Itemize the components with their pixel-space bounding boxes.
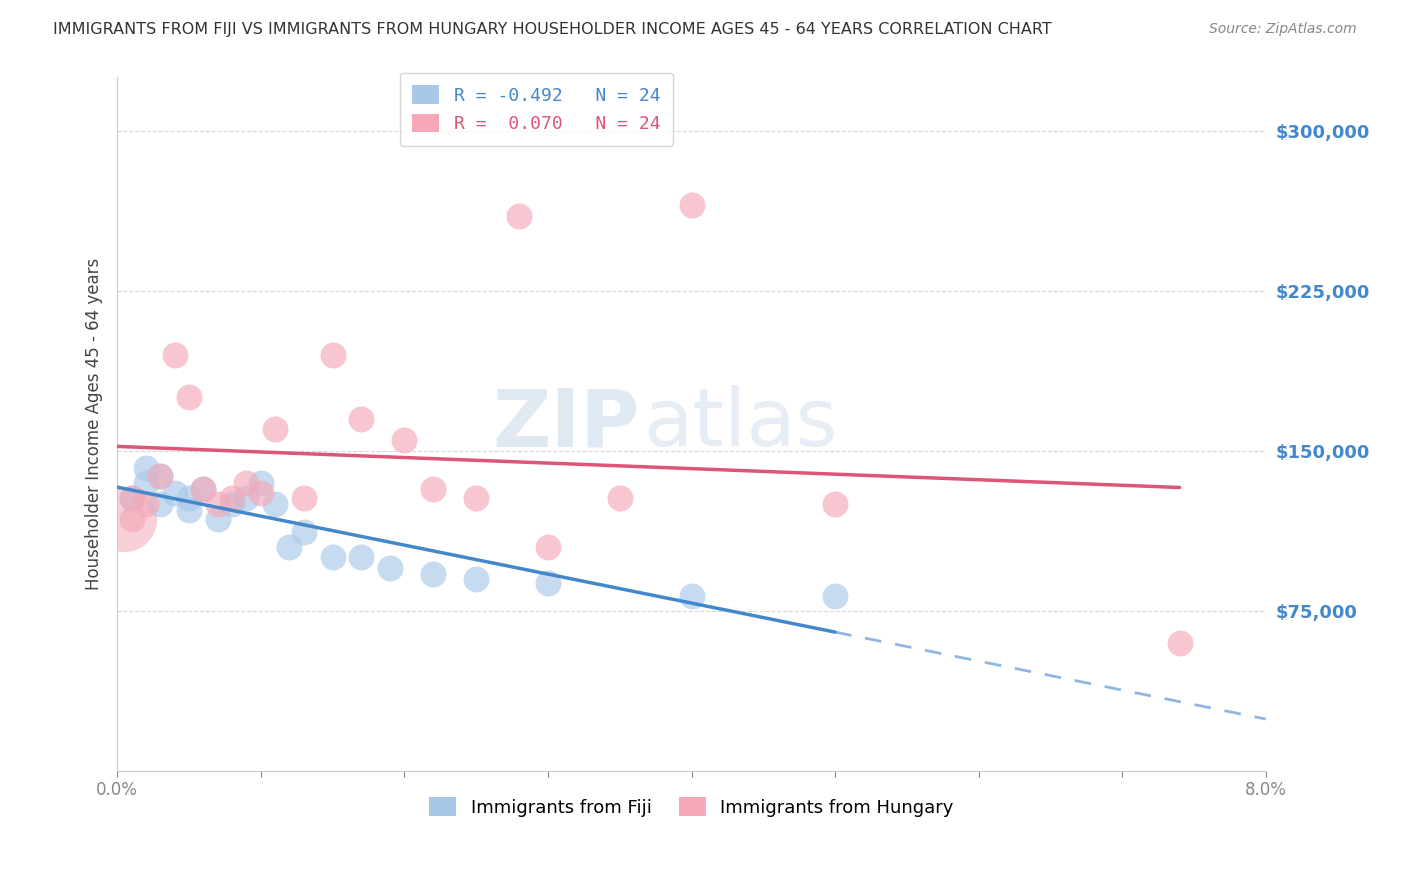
Point bbox=[350, 411, 373, 425]
Point bbox=[681, 589, 703, 603]
Point bbox=[609, 491, 631, 505]
Point bbox=[163, 486, 186, 500]
Point bbox=[163, 348, 186, 362]
Point bbox=[135, 497, 157, 511]
Point bbox=[135, 460, 157, 475]
Point bbox=[292, 524, 315, 539]
Point bbox=[221, 497, 243, 511]
Point bbox=[121, 491, 143, 505]
Point bbox=[322, 550, 344, 565]
Point bbox=[322, 348, 344, 362]
Point bbox=[422, 567, 444, 582]
Point bbox=[1168, 636, 1191, 650]
Point bbox=[824, 497, 846, 511]
Point bbox=[537, 576, 560, 591]
Point bbox=[193, 482, 215, 496]
Text: IMMIGRANTS FROM FIJI VS IMMIGRANTS FROM HUNGARY HOUSEHOLDER INCOME AGES 45 - 64 : IMMIGRANTS FROM FIJI VS IMMIGRANTS FROM … bbox=[53, 22, 1052, 37]
Point bbox=[135, 475, 157, 490]
Point bbox=[121, 512, 143, 526]
Point bbox=[149, 497, 172, 511]
Point bbox=[681, 198, 703, 212]
Point bbox=[207, 497, 229, 511]
Point bbox=[207, 512, 229, 526]
Point bbox=[465, 491, 488, 505]
Point bbox=[235, 491, 257, 505]
Point bbox=[235, 475, 257, 490]
Point bbox=[121, 491, 143, 505]
Point bbox=[221, 491, 243, 505]
Point bbox=[292, 491, 315, 505]
Point bbox=[177, 503, 200, 517]
Point bbox=[193, 482, 215, 496]
Point bbox=[149, 469, 172, 483]
Point bbox=[264, 497, 287, 511]
Point bbox=[422, 482, 444, 496]
Point bbox=[112, 512, 135, 526]
Point bbox=[249, 486, 271, 500]
Text: atlas: atlas bbox=[644, 385, 838, 463]
Point bbox=[350, 550, 373, 565]
Point bbox=[249, 475, 271, 490]
Legend: Immigrants from Fiji, Immigrants from Hungary: Immigrants from Fiji, Immigrants from Hu… bbox=[422, 790, 960, 824]
Text: Source: ZipAtlas.com: Source: ZipAtlas.com bbox=[1209, 22, 1357, 37]
Point bbox=[394, 433, 416, 447]
Text: ZIP: ZIP bbox=[492, 385, 640, 463]
Point bbox=[149, 469, 172, 483]
Point bbox=[278, 540, 301, 554]
Point bbox=[378, 561, 401, 575]
Point bbox=[177, 391, 200, 405]
Point bbox=[537, 540, 560, 554]
Point bbox=[177, 491, 200, 505]
Point bbox=[264, 422, 287, 436]
Y-axis label: Householder Income Ages 45 - 64 years: Householder Income Ages 45 - 64 years bbox=[86, 258, 103, 591]
Point bbox=[508, 209, 530, 223]
Point bbox=[465, 572, 488, 586]
Point bbox=[824, 589, 846, 603]
